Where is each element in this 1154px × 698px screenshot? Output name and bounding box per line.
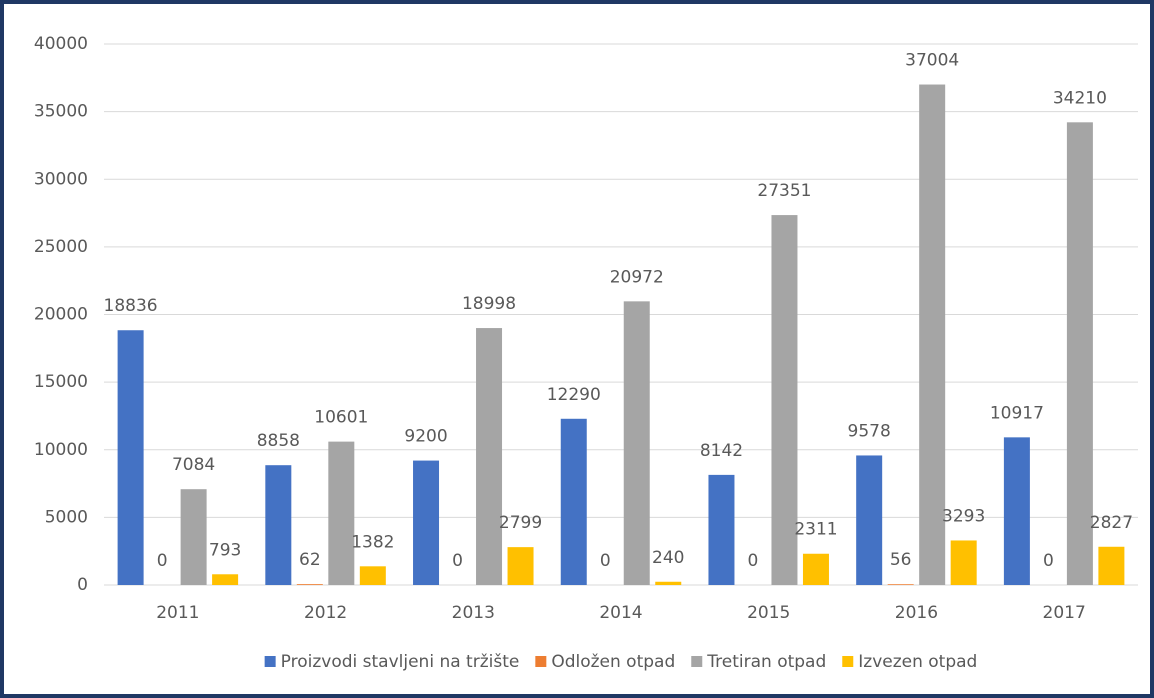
x-tick-label: 2014 (599, 603, 642, 623)
data-label: 9578 (848, 421, 891, 441)
data-label: 2799 (499, 513, 542, 533)
bar (1098, 546, 1125, 585)
data-label: 10917 (990, 403, 1044, 423)
y-tick-label: 15000 (34, 372, 88, 392)
data-label: 18998 (462, 294, 516, 314)
bar (950, 540, 977, 585)
y-tick-label: 25000 (34, 237, 88, 257)
legend-label: Tretiran otpad (706, 652, 826, 672)
data-label: 27351 (757, 181, 811, 201)
x-tick-label: 2012 (304, 603, 347, 623)
data-label: 0 (748, 551, 759, 571)
data-label: 8858 (257, 431, 300, 451)
bar (623, 301, 650, 585)
x-tick-label: 2013 (452, 603, 495, 623)
legend-label: Izvezen otpad (858, 652, 977, 672)
bar (919, 84, 946, 585)
data-label: 18836 (104, 296, 158, 316)
bar (180, 489, 207, 585)
legend-label: Proizvodi stavljeni na tržište (281, 652, 520, 672)
data-label: 37004 (905, 51, 959, 71)
y-tick-label: 30000 (34, 169, 88, 189)
bar (802, 553, 829, 585)
x-tick-label: 2011 (156, 603, 199, 623)
bar (296, 584, 323, 585)
bar (117, 330, 144, 585)
data-label: 240 (652, 548, 684, 568)
data-label: 12290 (547, 385, 601, 405)
bar (359, 566, 386, 585)
legend-swatch (691, 656, 703, 667)
data-label: 7084 (172, 455, 215, 475)
legend-swatch (842, 656, 854, 667)
bar (771, 215, 798, 585)
data-label: 2827 (1090, 513, 1133, 533)
bar (560, 418, 587, 585)
x-tick-label: 2015 (747, 603, 790, 623)
x-tick-label: 2017 (1043, 603, 1086, 623)
data-label: 0 (452, 551, 463, 571)
bar (887, 584, 914, 585)
bar (476, 328, 503, 585)
data-label: 2311 (794, 520, 837, 540)
data-label: 20972 (610, 267, 664, 287)
data-label: 3293 (942, 506, 985, 526)
legend-swatch (264, 656, 276, 667)
data-label: 1382 (351, 532, 394, 552)
x-tick-label: 2016 (895, 603, 938, 623)
legend-label: Odložen otpad (551, 652, 675, 672)
bar (265, 465, 292, 585)
y-tick-label: 35000 (34, 102, 88, 122)
y-tick-label: 5000 (45, 507, 88, 527)
data-label: 34210 (1053, 88, 1107, 108)
data-label: 0 (600, 551, 611, 571)
bar (708, 474, 735, 585)
bar (1066, 122, 1093, 585)
bar (856, 455, 883, 585)
legend-swatch (535, 656, 547, 667)
bar (413, 460, 440, 585)
data-label: 9200 (404, 427, 447, 447)
data-label: 793 (209, 540, 241, 560)
y-tick-label: 20000 (34, 305, 88, 325)
data-label: 62 (299, 550, 321, 570)
bar (328, 441, 355, 585)
data-label: 0 (1043, 551, 1054, 571)
y-tick-label: 40000 (34, 34, 88, 54)
y-tick-label: 10000 (34, 440, 88, 460)
bar (212, 574, 239, 585)
data-label: 10601 (314, 408, 368, 428)
data-label: 8142 (700, 441, 743, 461)
data-label: 56 (890, 550, 912, 570)
bar (1003, 437, 1030, 585)
bar (655, 581, 682, 585)
bar (507, 547, 534, 585)
data-label: 0 (157, 551, 168, 571)
y-tick-label: 0 (77, 575, 88, 595)
